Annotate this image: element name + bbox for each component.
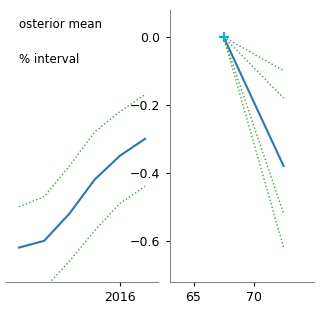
- Text: % interval: % interval: [19, 53, 79, 66]
- Text: osterior mean: osterior mean: [19, 18, 101, 31]
